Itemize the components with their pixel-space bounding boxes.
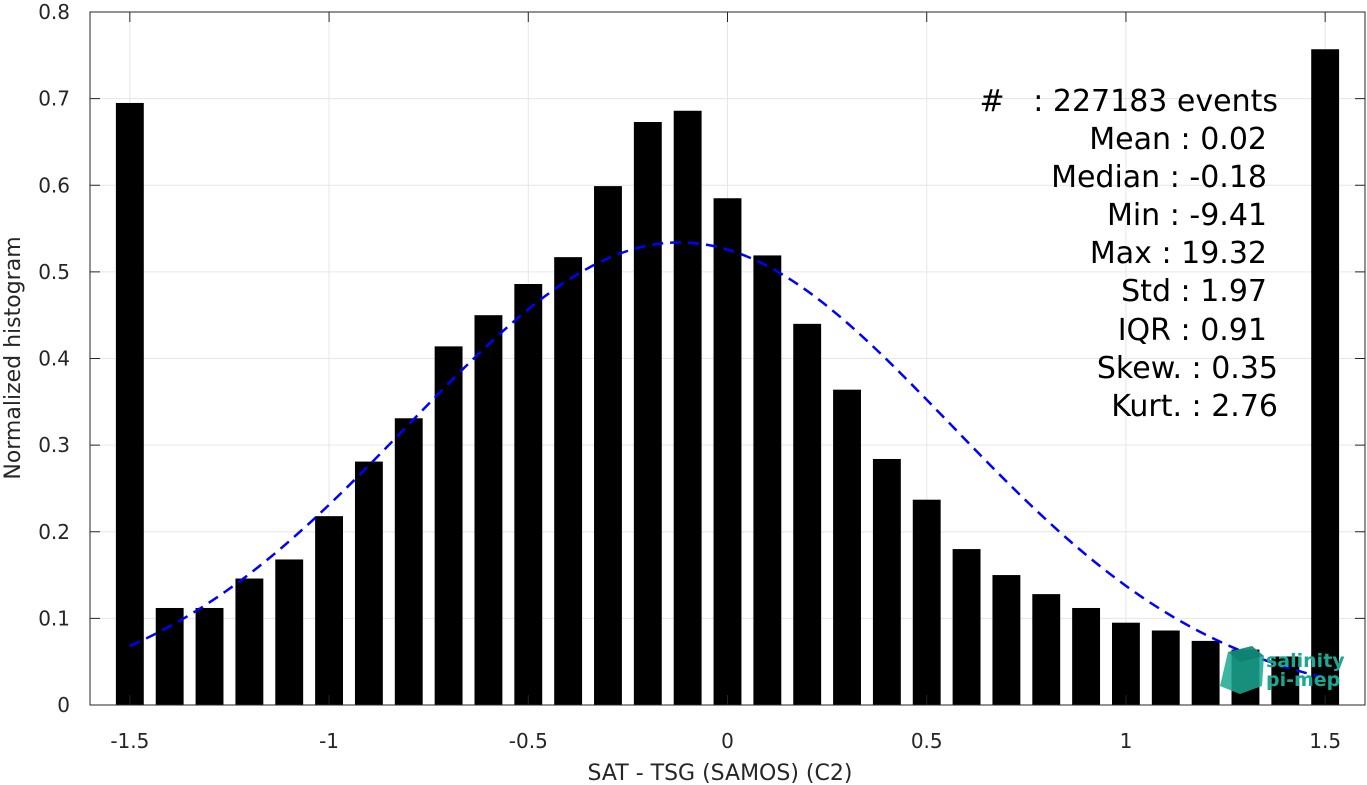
histogram-bar [1151,630,1180,705]
histogram-bar [1191,640,1220,705]
y-tick-label: 0.6 [38,173,70,197]
x-tick-label: -0.5 [509,729,548,753]
histogram-bar [354,461,383,705]
x-tick-labels: -1.5 -1 -0.5 0 0.5 1 1.5 [110,729,1341,753]
histogram-bar [713,198,742,705]
histogram-bar [793,323,822,705]
y-tick-label: 0.8 [38,0,70,24]
histogram-bar [315,516,344,705]
x-tick-label: 1.5 [1309,729,1341,753]
x-tick-label: 0.5 [911,729,943,753]
histogram-bar [1072,607,1101,705]
y-axis-title: Normalized histogram [1,236,26,479]
x-tick-label: -1.5 [110,729,149,753]
histogram-bar [912,499,941,705]
histogram-bar [394,418,423,705]
histogram-bar [872,458,901,705]
stat-std: Std : 1.97 [1121,274,1267,309]
histogram-bar [1032,594,1061,705]
stat-skew: Skew. : 0.35 [1097,351,1278,386]
x-tick-label: 1 [1120,729,1133,753]
histogram-bar [115,102,144,706]
histogram-bar [195,607,224,705]
x-tick-label: -1 [319,729,339,753]
salinity-pi-mep-logo: salinity pi-mep [1220,646,1345,694]
histogram-bar [275,559,304,705]
histogram-bar [155,607,184,705]
histogram-bar [753,255,782,705]
histogram-bar [514,284,543,705]
histogram-bar [673,110,702,705]
histogram-bar [952,549,981,705]
y-tick-label: 0.1 [38,606,70,630]
y-tick-label: 0 [57,693,70,717]
stat-median: Median : -0.18 [1051,160,1267,195]
histogram-bar [554,257,583,705]
grid-lines [90,12,1365,705]
histogram-bar [1111,622,1140,705]
histogram-bar [1311,49,1340,705]
y-tick-label: 0.2 [38,520,70,544]
bars [115,49,1340,706]
stat-events: # : 227183 events [979,84,1278,119]
y-tick-label: 0.4 [38,347,70,371]
stat-iqr: IQR : 0.91 [1118,313,1267,348]
y-tick-label: 0.7 [38,87,70,111]
y-tick-label: 0.3 [38,433,70,457]
y-tick-labels: 0 0.1 0.2 0.3 0.4 0.5 0.6 0.7 0.8 [38,0,70,717]
histogram-bar [474,315,503,705]
histogram-bar [833,389,861,705]
histogram-bar [434,346,463,705]
stat-kurt: Kurt. : 2.76 [1111,389,1278,424]
logo-text-salinity: salinity [1266,650,1345,672]
statistics-box: # : 227183 events Mean : 0.02 Median : -… [979,84,1278,424]
histogram-bar [594,186,622,705]
x-tick-label: 0 [721,729,734,753]
stat-min: Min : -9.41 [1107,198,1267,233]
histogram-bar [1271,656,1300,705]
y-tick-label: 0.5 [38,260,70,284]
gaussian-fit-curve [129,241,1326,680]
x-axis-title: SAT - TSG (SAMOS) (C2) [588,761,853,785]
histogram-bar [992,575,1021,705]
stat-max: Max : 19.32 [1090,236,1267,271]
logo-cube-facet [1228,646,1264,662]
histogram-bar [633,122,662,706]
histogram-bar [235,578,264,705]
logo-text-pi-mep: pi-mep [1266,669,1340,691]
stat-mean: Mean : 0.02 [1089,122,1267,157]
ticks [90,11,1365,706]
